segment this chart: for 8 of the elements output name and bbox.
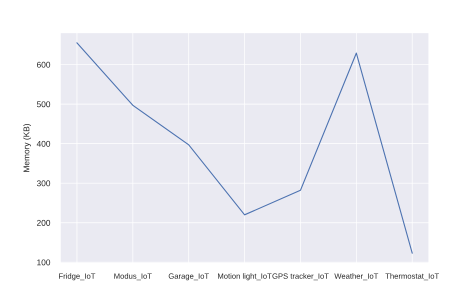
y-tick-label: 200: [36, 220, 50, 226]
y-tick-label: 400: [36, 140, 50, 147]
y-tick-label: 500: [36, 101, 50, 108]
line-series: [76, 42, 413, 254]
y-tick-label: 300: [36, 180, 50, 186]
y-tick-label: 100: [37, 259, 50, 266]
y-tick-label: 600: [36, 62, 50, 68]
y-axis-title: Memory (KB): [23, 124, 32, 172]
